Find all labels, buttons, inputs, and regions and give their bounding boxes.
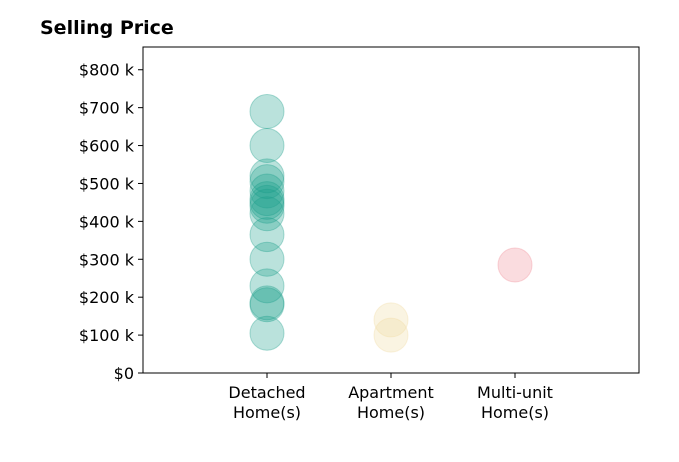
x-tick-label: Home(s) (357, 403, 425, 422)
data-point (249, 188, 285, 224)
y-tick-label: $300 k (79, 250, 135, 269)
y-tick-label: $500 k (79, 174, 135, 193)
chart-marks (249, 93, 533, 353)
y-tick-label: $400 k (79, 212, 135, 231)
chart-title: Selling Price (40, 17, 174, 39)
data-point (249, 285, 285, 321)
data-point (249, 181, 285, 217)
data-point (497, 247, 533, 283)
x-tick-label: Home(s) (233, 403, 301, 422)
data-point (249, 128, 285, 164)
x-tick-label: Home(s) (481, 403, 549, 422)
data-point (249, 241, 285, 277)
y-tick-label: $0 (114, 364, 134, 383)
data-point (249, 217, 285, 253)
y-tick-label: $600 k (79, 137, 135, 156)
data-point (249, 164, 285, 200)
data-point (373, 302, 409, 338)
x-tick-label: Apartment (348, 383, 434, 402)
data-point (249, 196, 285, 232)
y-axis: $0 $100 k $200 k $300 k $400 k $500 k $600 k $7… (79, 61, 143, 383)
y-tick-label: $200 k (79, 288, 135, 307)
data-point (249, 158, 285, 194)
x-tick-label: Detached (228, 383, 305, 402)
data-point (249, 93, 285, 129)
data-point (249, 287, 285, 323)
data-point (249, 184, 285, 220)
data-point (249, 268, 285, 304)
x-axis: DetachedHome(s)ApartmentHome(s)Multi-uni… (228, 373, 553, 422)
y-tick-label: $700 k (79, 99, 135, 118)
data-point (373, 317, 409, 353)
y-tick-label: $100 k (79, 326, 135, 345)
data-point (249, 173, 285, 209)
data-point (249, 315, 285, 351)
x-tick-label: Multi-unit (477, 383, 553, 402)
y-tick-label: $800 k (79, 61, 135, 80)
